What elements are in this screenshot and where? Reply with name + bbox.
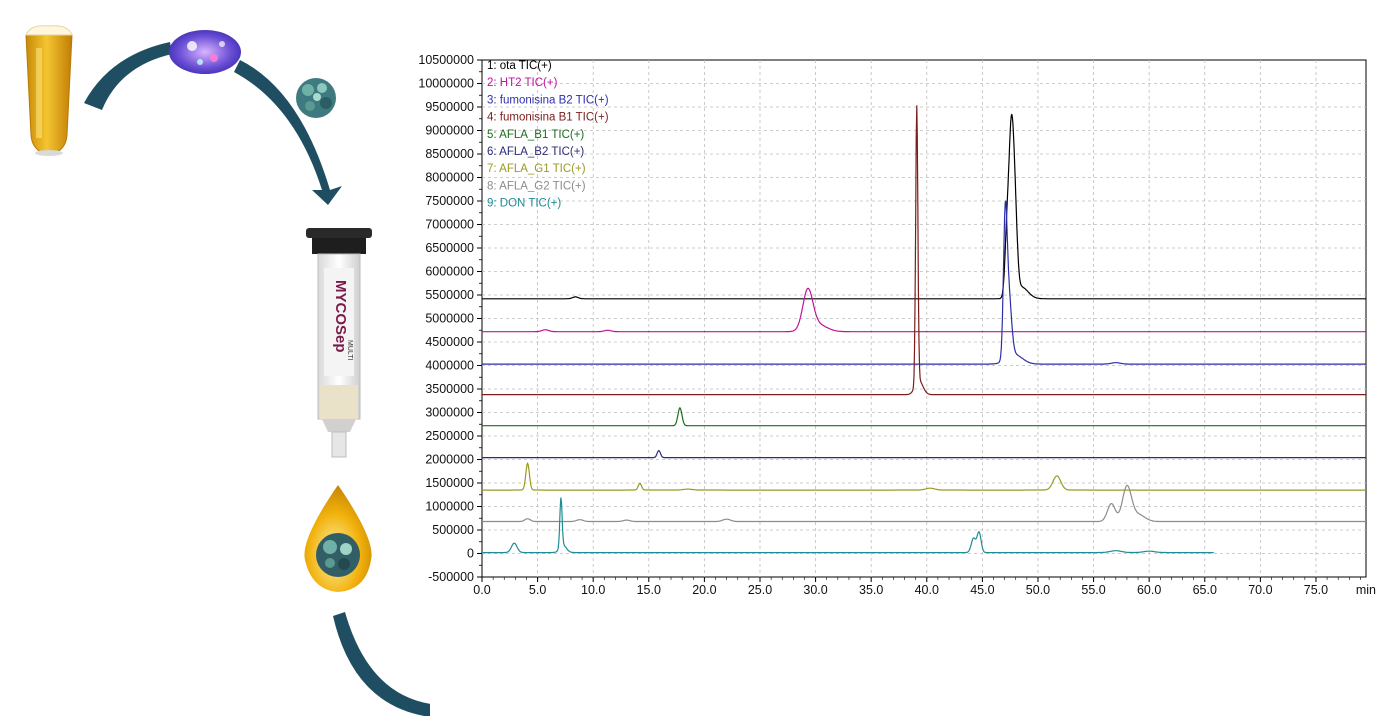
y-tick-label: 2000000 xyxy=(425,453,474,467)
x-tick-label: 55.0 xyxy=(1081,583,1105,597)
trace-line xyxy=(482,449,1366,459)
x-axis-unit: min xyxy=(1356,583,1376,597)
legend-entry: 6: AFLA_B2 TIC(+) xyxy=(487,146,584,158)
x-tick-label: 40.0 xyxy=(915,583,939,597)
legend-entry: 2: HT2 TIC(+) xyxy=(487,77,558,89)
y-tick-label: 2500000 xyxy=(425,429,474,443)
legend-entry: 5: AFLA_B1 TIC(+) xyxy=(487,129,584,141)
y-tick-label: 10000000 xyxy=(418,77,474,91)
y-tick-label: 5500000 xyxy=(425,288,474,302)
nanoparticle-cloud-icon xyxy=(169,30,241,74)
y-tick-label: 4000000 xyxy=(425,359,474,373)
y-tick-label: 8000000 xyxy=(425,171,474,185)
y-tick-label: 1000000 xyxy=(425,500,474,514)
cartridge-small-text: MULTI xyxy=(346,340,353,361)
y-tick-label: 4500000 xyxy=(425,335,474,349)
immunoaffinity-cartridge-icon: MYCOSep MULTI xyxy=(306,228,372,458)
y-tick-label: -500000 xyxy=(428,570,474,584)
y-axis-ticks: 1050000010000000950000090000008500000800… xyxy=(418,53,482,584)
x-tick-label: 35.0 xyxy=(859,583,883,597)
x-tick-label: 75.0 xyxy=(1304,583,1328,597)
trace-line xyxy=(482,484,1366,523)
legend-entry: 9: DON TIC(+) xyxy=(487,198,561,210)
y-tick-label: 3500000 xyxy=(425,382,474,396)
x-tick-label: 30.0 xyxy=(803,583,827,597)
trace-line xyxy=(482,406,1366,427)
golden-droplet-icon xyxy=(304,485,372,592)
y-tick-label: 10500000 xyxy=(418,53,474,67)
legend-entry: 7: AFLA_G1 TIC(+) xyxy=(487,163,586,175)
x-tick-label: 5.0 xyxy=(529,583,546,597)
x-tick-label: 50.0 xyxy=(1026,583,1050,597)
chromatogram-traces xyxy=(482,105,1366,554)
nanoparticle-cluster-icon xyxy=(296,78,336,118)
x-tick-label: 20.0 xyxy=(692,583,716,597)
x-axis-ticks: 0.0 5.0 10.0 15.0 20.0 25.0 30.0 35.0 40.0 45.0 50… xyxy=(473,577,1376,597)
y-tick-label: 7000000 xyxy=(425,218,474,232)
process-arrows xyxy=(84,42,430,716)
y-tick-label: 5000000 xyxy=(425,312,474,326)
y-tick-label: 1500000 xyxy=(425,476,474,490)
legend-entry: 1: ota TIC(+) xyxy=(487,60,552,72)
x-tick-label: 60.0 xyxy=(1137,583,1161,597)
cartridge-brand-text: MYCOSep xyxy=(332,280,349,353)
y-tick-label: 7500000 xyxy=(425,194,474,208)
trace-line xyxy=(482,113,1366,300)
plot-area xyxy=(481,59,1367,578)
trace-line xyxy=(482,497,1214,554)
grid-lines xyxy=(482,60,1366,577)
x-tick-label: 10.0 xyxy=(581,583,605,597)
x-tick-label: 25.0 xyxy=(748,583,772,597)
y-tick-label: 9500000 xyxy=(425,100,474,114)
legend-entry: 8: AFLA_G2 TIC(+) xyxy=(487,180,586,192)
trace-line xyxy=(482,105,1366,396)
y-tick-label: 500000 xyxy=(432,523,474,537)
y-tick-label: 6000000 xyxy=(425,265,474,279)
beer-glass-icon xyxy=(25,25,73,156)
legend-entry: 3: fumonisina B2 TIC(+) xyxy=(487,94,609,106)
x-tick-label: 70.0 xyxy=(1248,583,1272,597)
legend-entry: 4: fumonisina B1 TIC(+) xyxy=(487,112,609,124)
y-tick-label: 3000000 xyxy=(425,406,474,420)
x-tick-label: 45.0 xyxy=(970,583,994,597)
x-tick-label: 15.0 xyxy=(637,583,661,597)
legend: 1: ota TIC(+) 2: HT2 TIC(+) 3: fumonisina … xyxy=(487,60,609,210)
trace-line xyxy=(482,287,1366,333)
y-tick-label: 6500000 xyxy=(425,241,474,255)
x-tick-label: 65.0 xyxy=(1193,583,1217,597)
workflow-illustration: MYCOSep MULTI xyxy=(25,25,430,716)
y-tick-label: 8500000 xyxy=(425,147,474,161)
trace-line xyxy=(482,200,1366,365)
y-tick-label: 9000000 xyxy=(425,124,474,138)
y-tick-label: 0 xyxy=(467,547,474,561)
x-tick-label: 0.0 xyxy=(473,583,490,597)
trace-line xyxy=(482,461,1366,491)
